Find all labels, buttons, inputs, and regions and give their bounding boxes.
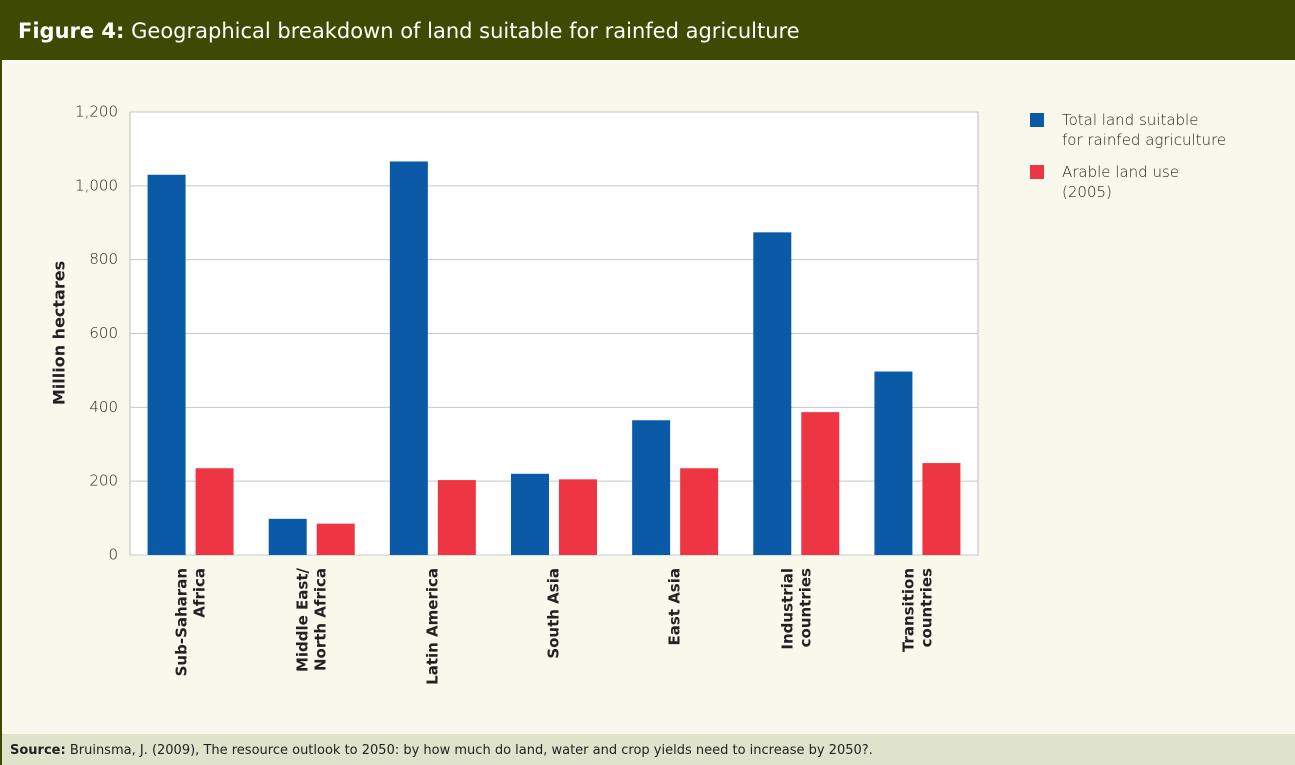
y-tick-label: 800 [89, 250, 118, 268]
bar [389, 161, 428, 556]
bar [511, 473, 549, 555]
legend-swatch [1030, 113, 1044, 127]
bar [559, 479, 597, 555]
bar [801, 412, 840, 555]
x-tick-label: Middle East/North Africa [293, 567, 329, 672]
y-tick-label: 0 [108, 546, 118, 564]
source-text: Bruinsma, J. (2009), The resource outloo… [70, 743, 873, 758]
x-tick-label: South Asia [545, 568, 563, 659]
bar [147, 174, 186, 555]
x-tick-label: East Asia [666, 568, 684, 646]
x-tick-label: Industrialcountries [778, 568, 814, 650]
header-title: Figure 4: Geographical breakdown of land… [18, 19, 800, 43]
legend-label: Total land suitable for rainfed agricultu… [1062, 111, 1226, 149]
bar [680, 468, 719, 555]
source: Source: Bruinsma, J. (2009), The resourc… [10, 743, 873, 758]
bar [874, 371, 913, 555]
bar [922, 463, 961, 555]
left-border [0, 60, 2, 765]
y-tick-label: 600 [89, 324, 118, 342]
y-tick-label: 1,000 [75, 176, 118, 194]
legend-label: Arable land use (2005) [1062, 163, 1179, 201]
bar [632, 420, 671, 555]
source-label: Source: [10, 743, 66, 758]
x-tick-label: Sub-SaharanAfrica [172, 568, 208, 676]
x-tick-label: Transitioncountries [899, 568, 935, 652]
bar [437, 480, 476, 555]
bar [753, 232, 792, 555]
y-tick-label: 200 [89, 472, 118, 490]
title-label: Figure 4: [18, 19, 124, 43]
bar [195, 468, 234, 555]
legend-swatch [1030, 165, 1044, 179]
header-bar [0, 0, 1295, 60]
y-tick-label: 1,200 [75, 103, 118, 121]
title: Geographical breakdown of land suitable … [131, 19, 799, 43]
bar [268, 518, 307, 555]
x-tick-label: Latin America [423, 568, 441, 685]
footer-bar [2, 734, 1295, 765]
bar [316, 523, 355, 555]
y-tick-label: 400 [89, 398, 118, 416]
y-axis-label: Million hectares [50, 261, 69, 405]
